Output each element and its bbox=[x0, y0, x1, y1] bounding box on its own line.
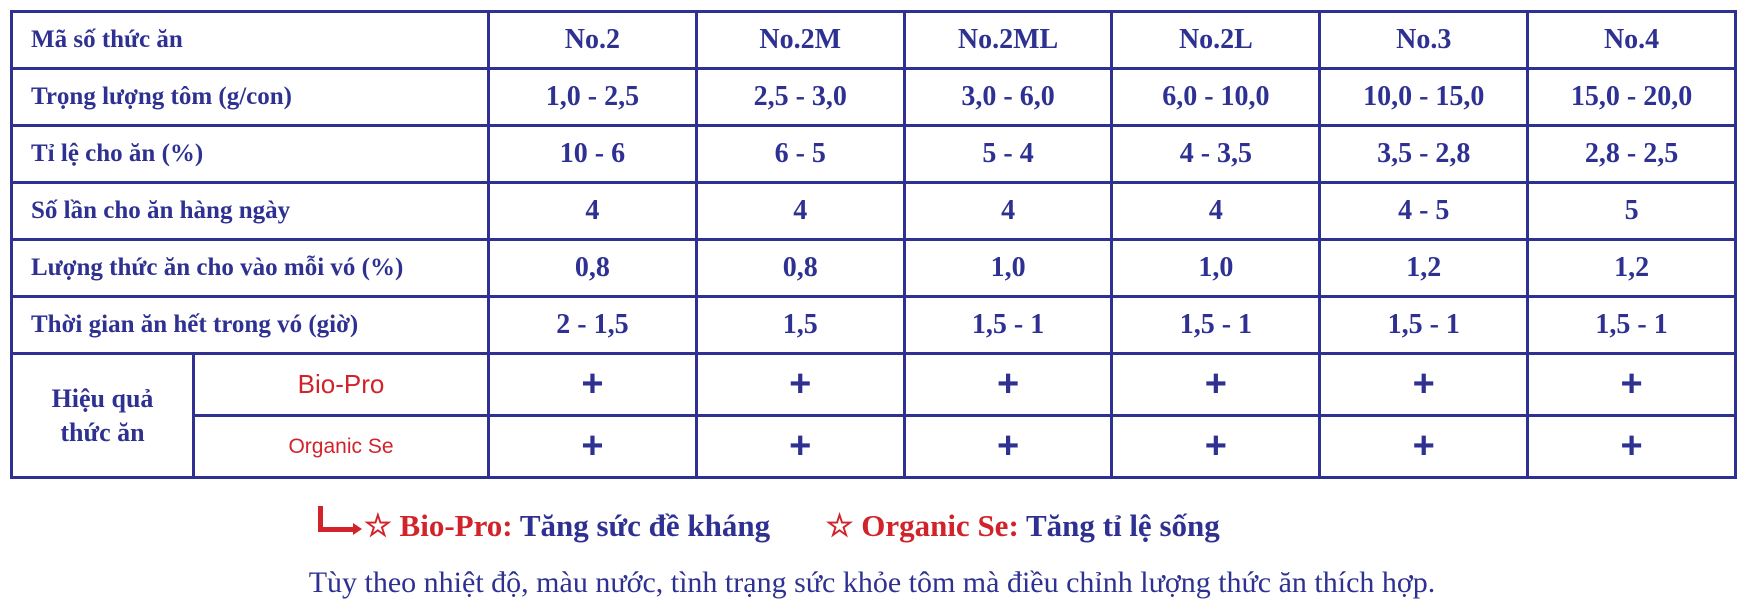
cell-value: 4 bbox=[694, 181, 906, 241]
cell-value: 1,5 - 1 bbox=[1110, 295, 1322, 355]
plus-mark: + bbox=[487, 352, 698, 417]
table-row: Trọng lượng tôm (g/con) 1,0 - 2,5 2,5 - 3,… bbox=[10, 67, 1737, 127]
row-label: Tỉ lệ cho ăn (%) bbox=[10, 124, 490, 184]
plus-mark: + bbox=[1526, 414, 1737, 479]
cell-value: 0,8 bbox=[487, 238, 698, 298]
cell-value: 1,5 - 1 bbox=[902, 295, 1114, 355]
effect-row-organic-se: Organic Se + + + + + + bbox=[12, 414, 1737, 479]
plus-mark: + bbox=[487, 414, 698, 479]
cell-value: 4 bbox=[1110, 181, 1322, 241]
plus-mark: + bbox=[1526, 352, 1737, 417]
cell-value: 1,5 bbox=[694, 295, 906, 355]
footnote: Tùy theo nhiệt độ, màu nước, tình trạng … bbox=[308, 566, 1436, 599]
cell-value: 3,5 - 2,8 bbox=[1318, 124, 1530, 184]
effect-label: Hiệu quả thức ăn bbox=[10, 352, 195, 479]
feed-code: No.4 bbox=[1526, 10, 1737, 70]
feed-code: No.3 bbox=[1318, 10, 1530, 70]
row-label: Thời gian ăn hết trong vó (giờ) bbox=[10, 295, 490, 355]
cell-value: 5 - 4 bbox=[902, 124, 1114, 184]
table-row: Lượng thức ăn cho vào mỗi vó (%) 0,8 0,8 1,… bbox=[10, 238, 1737, 298]
cell-value: 4 - 5 bbox=[1318, 181, 1530, 241]
row-label: Số lần cho ăn hàng ngày bbox=[10, 181, 490, 241]
cell-value: 4 bbox=[902, 181, 1114, 241]
table-row: Thời gian ăn hết trong vó (giờ) 2 - 1,5 1,… bbox=[10, 295, 1737, 355]
bio-pro-text: Tăng sức đề kháng bbox=[519, 508, 771, 543]
cell-value: 1,0 - 2,5 bbox=[487, 67, 698, 127]
table-header-row: Mã số thức ăn No.2 No.2M No.2ML No.2L No… bbox=[10, 10, 1737, 70]
cell-value: 2 - 1,5 bbox=[487, 295, 698, 355]
plus-mark: + bbox=[1318, 414, 1530, 479]
cell-value: 0,8 bbox=[694, 238, 906, 298]
feed-code: No.2M bbox=[694, 10, 906, 70]
bio-pro-label: Bio-Pro bbox=[192, 352, 490, 417]
cell-value: 10 - 6 bbox=[487, 124, 698, 184]
feeding-table: Mã số thức ăn No.2 No.2M No.2ML No.2L No… bbox=[10, 10, 1737, 479]
header-label: Mã số thức ăn bbox=[10, 10, 490, 70]
cell-value: 10,0 - 15,0 bbox=[1318, 67, 1530, 127]
organic-se-text: Tăng tỉ lệ sống bbox=[1025, 508, 1220, 543]
effect-row-bio-pro: Hiệu quả thức ăn Bio-Pro + + + + + + bbox=[10, 352, 1737, 479]
cell-value: 4 bbox=[487, 181, 698, 241]
cell-value: 1,0 bbox=[902, 238, 1114, 298]
plus-mark: + bbox=[1110, 352, 1322, 417]
plus-mark: + bbox=[694, 414, 906, 479]
plus-mark: + bbox=[694, 352, 906, 417]
bio-pro-name: Bio-Pro: bbox=[399, 508, 513, 543]
cell-value: 5 bbox=[1526, 181, 1737, 241]
row-label: Lượng thức ăn cho vào mỗi vó (%) bbox=[10, 238, 490, 298]
star-icon: ☆ bbox=[364, 508, 392, 543]
feed-code: No.2 bbox=[487, 10, 698, 70]
plus-mark: + bbox=[902, 414, 1114, 479]
row-label: Trọng lượng tôm (g/con) bbox=[10, 67, 490, 127]
cell-value: 1,0 bbox=[1110, 238, 1322, 298]
cell-value: 1,2 bbox=[1526, 238, 1737, 298]
cell-value: 1,2 bbox=[1318, 238, 1530, 298]
feed-code: No.2L bbox=[1110, 10, 1322, 70]
cell-value: 1,5 - 1 bbox=[1526, 295, 1737, 355]
cell-value: 2,5 - 3,0 bbox=[694, 67, 906, 127]
organic-se-name: Organic Se: bbox=[861, 508, 1019, 543]
cell-value: 4 - 3,5 bbox=[1110, 124, 1322, 184]
cell-value: 2,8 - 2,5 bbox=[1526, 124, 1737, 184]
cell-value: 15,0 - 20,0 bbox=[1526, 67, 1737, 127]
plus-mark: + bbox=[1110, 414, 1322, 479]
feed-code: No.2ML bbox=[902, 10, 1114, 70]
plus-mark: + bbox=[1318, 352, 1530, 417]
cell-value: 6 - 5 bbox=[694, 124, 906, 184]
cell-value: 6,0 - 10,0 bbox=[1110, 67, 1322, 127]
cell-value: 3,0 - 6,0 bbox=[902, 67, 1114, 127]
organic-se-label: Organic Se bbox=[192, 414, 490, 479]
legend: ☆ Bio-Pro: Tăng sức đề kháng ☆ Organic S… bbox=[318, 506, 1220, 544]
corner-arrow-icon bbox=[318, 506, 362, 535]
star-icon: ☆ bbox=[825, 508, 854, 543]
plus-mark: + bbox=[902, 352, 1114, 417]
cell-value: 1,5 - 1 bbox=[1318, 295, 1530, 355]
